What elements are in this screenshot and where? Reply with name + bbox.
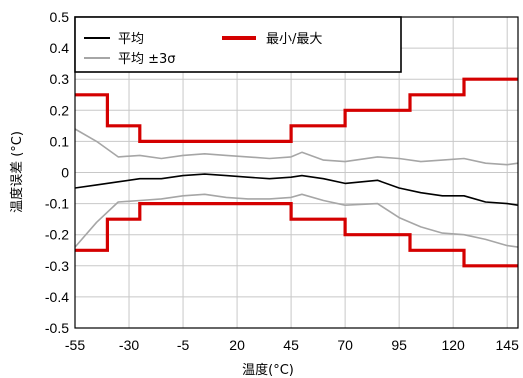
y-tick-label: 0.5 [50, 9, 70, 25]
legend-label-minmax: 最小/最大 [266, 32, 322, 47]
x-tick-label: 20 [229, 337, 245, 353]
legend-label-mean: 平均 [118, 32, 144, 47]
min-max-limit-line [75, 202, 518, 268]
y-tick-label: -0.3 [45, 258, 69, 274]
legend-box [74, 16, 402, 73]
x-axis-title: 温度(°C) [242, 362, 294, 378]
x-tick-label: 120 [441, 337, 465, 353]
legend: 平均 平均 ±3σ 最小/最大 [74, 16, 402, 73]
y-tick-label: 0.2 [50, 102, 70, 118]
legend-label-3sigma: 平均 ±3σ [118, 52, 176, 67]
y-tick-label: -0.5 [45, 320, 69, 336]
series-layer [74, 77, 519, 268]
y-tick-label: 0.3 [50, 71, 70, 87]
y-tick-label: -0.4 [45, 289, 69, 305]
x-tick-label: -5 [177, 337, 190, 353]
y-tick-label: 0.1 [50, 133, 70, 149]
y-tick-label: -0.1 [45, 196, 69, 212]
y-axis-title: 温度误差 (°C) [9, 131, 25, 213]
x-tick-label: -30 [119, 337, 139, 353]
x-tick-label: 145 [496, 337, 520, 353]
mean-3sigma-line [74, 128, 519, 166]
y-tick-label: 0.4 [50, 40, 70, 56]
x-tick-label: 45 [283, 337, 299, 353]
y-tick-label: -0.2 [45, 227, 69, 243]
x-tick-label: 95 [391, 337, 407, 353]
x-tick-label: -55 [65, 337, 85, 353]
x-tick-labels: -55 -30 -5 20 45 70 95 120 145 [65, 337, 519, 353]
y-tick-label: 0 [61, 165, 69, 181]
mean-line [74, 173, 519, 206]
min-max-limit-line [75, 77, 518, 143]
y-tick-labels: 0.5 0.4 0.3 0.2 0.1 0 -0.1 -0.2 -0.3 -0.4 -0.5 [45, 9, 69, 336]
mean-3sigma-line [74, 193, 519, 248]
x-tick-label: 70 [337, 337, 353, 353]
